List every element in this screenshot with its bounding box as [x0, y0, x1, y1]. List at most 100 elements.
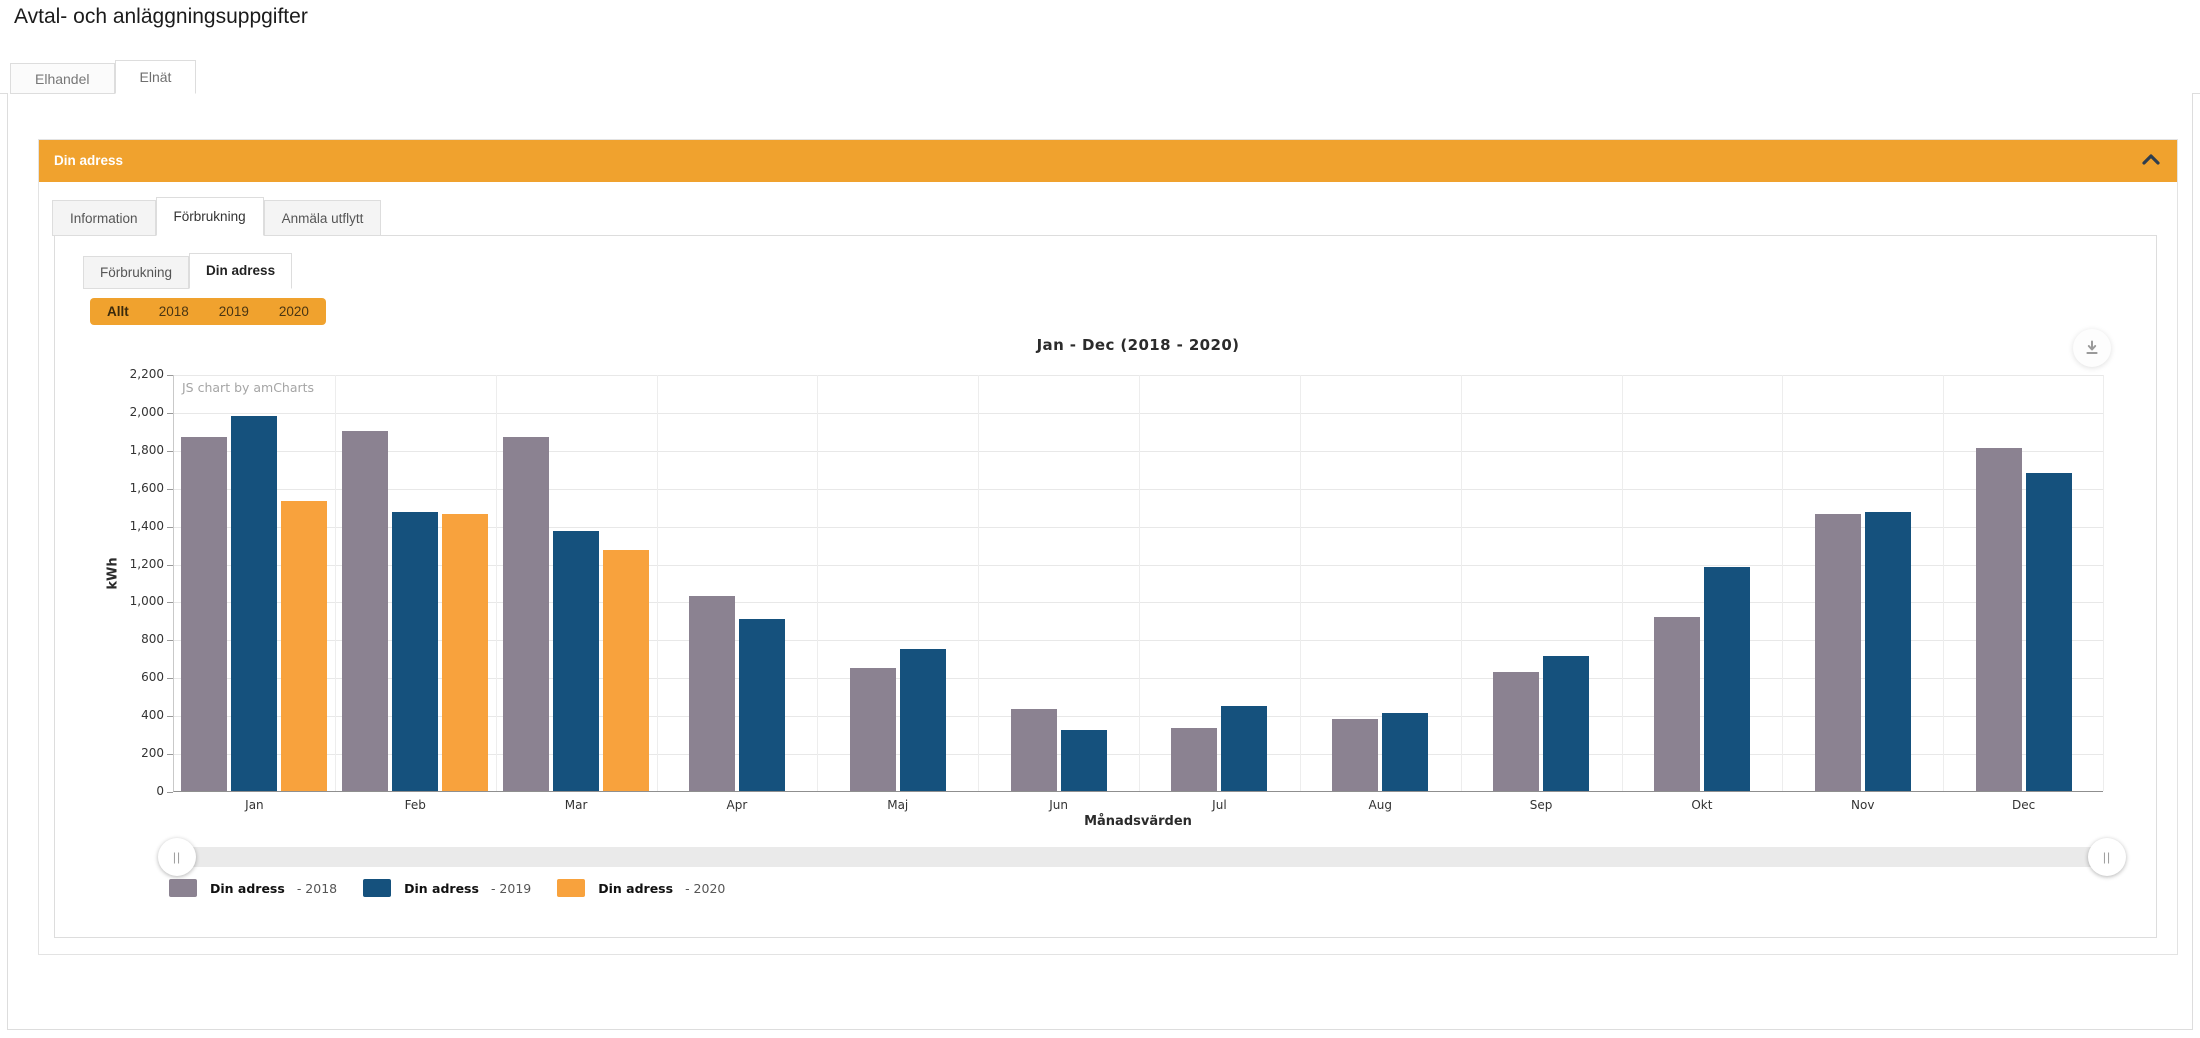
bar-apr-2019[interactable]	[738, 619, 785, 791]
download-button[interactable]	[2073, 329, 2111, 367]
page-title: Avtal- och anläggningsuppgifter	[14, 5, 308, 28]
bar-feb-2019[interactable]	[392, 512, 439, 791]
y-axis-label: 400	[141, 708, 164, 723]
y-axis-label: 2,200	[129, 367, 164, 381]
y-axis-label: 1,600	[129, 480, 164, 495]
chevron-up-icon[interactable]	[2139, 149, 2163, 173]
bar-dec-2018[interactable]	[1975, 448, 2022, 791]
bar-mar-2020[interactable]	[603, 550, 650, 791]
gridline	[978, 375, 980, 791]
plot-right-edge	[2103, 375, 2104, 791]
bar-jan-2018[interactable]	[181, 437, 228, 791]
y-axis-label: 0	[156, 784, 164, 798]
legend-series-name: Din adress	[210, 880, 285, 896]
bar-apr-2018[interactable]	[688, 596, 735, 791]
y-axis-tick	[167, 792, 173, 793]
filter-2020[interactable]: 2020	[278, 304, 309, 319]
bar-jan-2020[interactable]	[281, 501, 328, 791]
bar-jun-2019[interactable]	[1060, 730, 1107, 791]
bar-maj-2018[interactable]	[849, 668, 896, 791]
bar-jul-2019[interactable]	[1221, 706, 1268, 791]
year-filter-bar: Allt 2018 2019 2020	[90, 298, 326, 325]
y-axis-tick	[167, 488, 173, 490]
gridline	[174, 488, 2103, 490]
gridline	[174, 640, 2103, 642]
download-icon	[2086, 340, 2098, 354]
x-axis-label: Feb	[404, 798, 426, 812]
x-axis-label: Okt	[1691, 798, 1713, 812]
gridline	[1782, 375, 1784, 791]
inner-tab-f-rbrukning[interactable]: Förbrukning	[155, 197, 264, 236]
y-axis-label: 600	[141, 670, 164, 685]
bar-okt-2019[interactable]	[1703, 567, 1750, 791]
panel-header[interactable]: Din adress	[39, 140, 2177, 182]
filter-allt[interactable]: Allt	[107, 304, 129, 319]
x-axis-label: Jul	[1212, 798, 1227, 812]
inner-tab-anm-la-utflytt[interactable]: Anmäla utflytt	[263, 200, 382, 236]
bar-chart-plot-area: JS chart by amCharts 0 200 400 600 800 1,000 1…	[130, 367, 2104, 812]
tab-eln-t[interactable]: Elnät	[114, 60, 197, 94]
gridline	[1943, 375, 1945, 791]
gridline	[656, 375, 658, 791]
gridline	[174, 678, 2103, 680]
inner-tab-bar: Information Förbrukning Anmäla utflytt	[52, 197, 382, 236]
y-axis-tick	[167, 375, 173, 376]
y-axis-label: 1,400	[129, 518, 164, 533]
din-adress-panel: Din adress Information Förbrukning Anmäla …	[38, 139, 2178, 955]
amcharts-watermark: JS chart by amCharts	[182, 380, 315, 395]
bar-aug-2018[interactable]	[1332, 719, 1379, 791]
gridline	[334, 375, 336, 791]
y-axis-label: 800	[141, 632, 164, 647]
bar-sep-2018[interactable]	[1493, 672, 1540, 791]
elnat-tab-pane: Din adress Information Förbrukning Anmäla …	[7, 93, 2193, 1030]
sub-tab-bar: Förbrukning Din adress	[83, 253, 293, 289]
tab-elhandel[interactable]: Elhandel	[10, 63, 115, 94]
gridline	[174, 602, 2103, 604]
x-axis-label: Jan	[245, 798, 264, 812]
scrollbar-left-handle[interactable]: ||	[158, 838, 196, 876]
bar-jul-2018[interactable]	[1171, 728, 1218, 791]
y-axis-tick	[167, 564, 173, 566]
bar-mar-2018[interactable]	[503, 437, 550, 791]
x-axis-label: Dec	[2011, 798, 2036, 812]
y-axis-tick	[167, 678, 173, 680]
bar-nov-2019[interactable]	[1864, 512, 1911, 791]
y-axis-tick	[167, 754, 173, 756]
gridline	[174, 564, 2103, 566]
gridline	[1299, 375, 1301, 791]
bar-feb-2018[interactable]	[342, 431, 389, 791]
filter-2019[interactable]: 2019	[218, 304, 249, 319]
bar-jan-2019[interactable]	[231, 416, 278, 791]
y-axis-label: 1,200	[129, 556, 164, 571]
x-axis-label: Apr	[726, 798, 748, 812]
sub-tab-f-rbrukning[interactable]: Förbrukning	[83, 256, 190, 289]
bar-feb-2020[interactable]	[442, 514, 489, 791]
bar-jun-2018[interactable]	[1010, 709, 1057, 791]
bar-mar-2019[interactable]	[553, 531, 600, 791]
legend-item-2019[interactable]: Din adress - 2019	[363, 879, 531, 897]
x-axis-label: Mar	[564, 798, 588, 812]
chart-legend: Din adress - 2018 Din adress - 2019 Din adre…	[169, 879, 751, 897]
gridline	[1460, 375, 1462, 791]
x-axis-title: Månadsvärden	[1084, 814, 1192, 829]
gridline	[817, 375, 819, 791]
chart-title: Jan - Dec (2018 - 2020)	[1036, 336, 1240, 354]
y-axis-tick	[167, 412, 173, 414]
bar-dec-2019[interactable]	[2025, 473, 2072, 791]
scrollbar-right-handle[interactable]: ||	[2088, 838, 2126, 876]
bar-okt-2018[interactable]	[1653, 617, 1700, 791]
filter-2018[interactable]: 2018	[158, 304, 189, 319]
gridline	[174, 716, 2103, 718]
x-axis-label: Nov	[1851, 798, 1875, 812]
legend-item-2018[interactable]: Din adress - 2018	[169, 879, 337, 897]
inner-tab-information[interactable]: Information	[52, 200, 156, 236]
bar-sep-2019[interactable]	[1543, 656, 1590, 791]
chart-scrollbar[interactable]: || ||	[158, 838, 2126, 876]
legend-swatch	[169, 879, 197, 897]
bar-nov-2018[interactable]	[1814, 514, 1861, 791]
bar-maj-2019[interactable]	[899, 649, 946, 791]
legend-item-2020[interactable]: Din adress - 2020	[557, 879, 725, 897]
sub-tab-din-adress[interactable]: Din adress	[189, 253, 293, 289]
legend-series-year: - 2019	[490, 880, 532, 896]
bar-aug-2019[interactable]	[1382, 713, 1429, 791]
